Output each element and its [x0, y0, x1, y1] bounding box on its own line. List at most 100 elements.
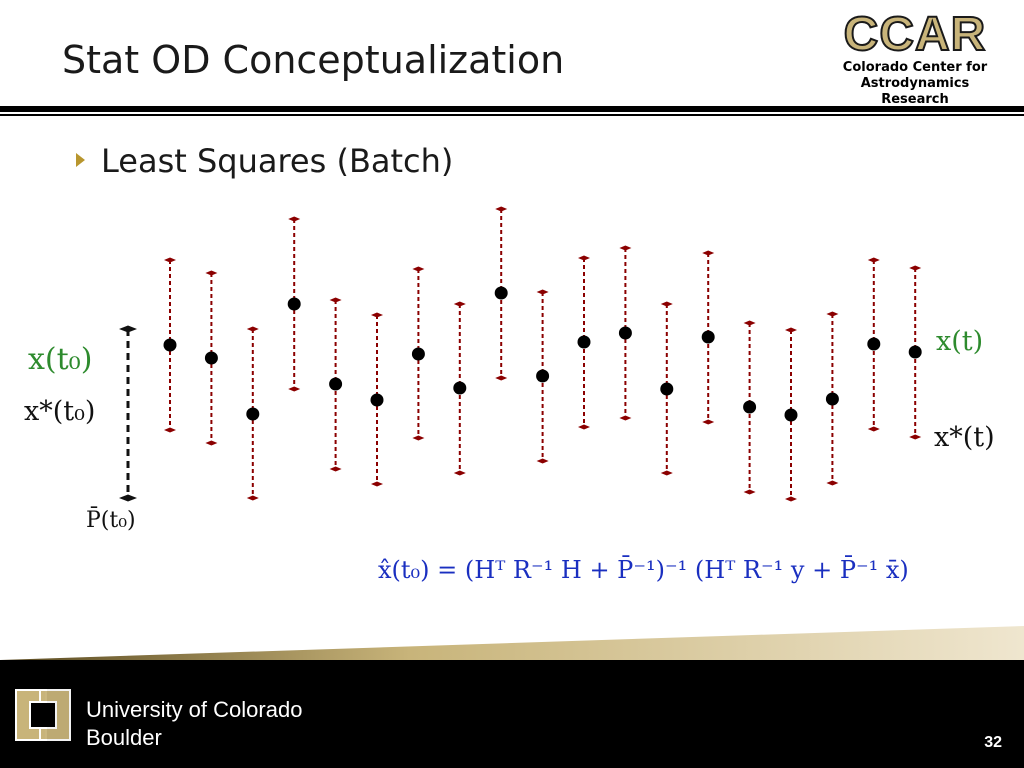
data-point: [246, 407, 260, 421]
error-bar-cap-bottom: [371, 481, 383, 487]
data-point: [825, 392, 839, 406]
data-point: [577, 335, 591, 349]
footer-institution: University of Colorado Boulder: [86, 696, 302, 752]
error-bar-cap-bottom: [702, 419, 715, 425]
error-bar-cap-bottom: [164, 427, 176, 433]
data-point: [618, 326, 632, 340]
footer-line1: University of Colorado: [86, 697, 303, 722]
error-bar-cap-bottom: [412, 435, 425, 441]
bullet-arrow-icon: [76, 153, 85, 167]
data-point: [784, 408, 798, 422]
error-bar-15: [743, 320, 757, 495]
label-x-t: x(t): [936, 326, 984, 357]
error-bar-cap-top: [867, 257, 880, 263]
error-bar-19: [908, 265, 922, 440]
ccar-logo: CCAR Colorado Center for Astrodynamics R…: [826, 8, 1004, 108]
bullet-text: Least Squares (Batch): [101, 142, 454, 180]
error-bar-cap-top: [164, 257, 176, 263]
error-bar-cap-top: [660, 301, 673, 307]
error-bar-cap-top: [371, 312, 383, 318]
data-point: [867, 337, 881, 351]
page-number: 32: [984, 734, 1002, 751]
error-bar-12: [618, 245, 632, 421]
data-point: [743, 400, 757, 414]
data-point: [536, 369, 550, 383]
error-bar-cap-bottom: [246, 495, 259, 501]
error-bar-8: [453, 301, 467, 476]
error-bar-cap-bottom: [578, 424, 590, 430]
data-point: [329, 377, 343, 391]
header-divider-thin: [0, 114, 1024, 116]
initial-bar-cap-bottom: [119, 494, 137, 502]
error-bar-16: [784, 327, 798, 502]
footer-bar: [0, 660, 1024, 768]
error-bar-5: [329, 297, 343, 472]
error-bar-cap-bottom: [660, 470, 673, 476]
header-divider: [0, 106, 1024, 112]
data-point: [163, 338, 177, 352]
error-bar-7: [411, 266, 425, 441]
slide-title: Stat OD Conceptualization: [62, 38, 565, 82]
error-bar-cap-top: [702, 250, 715, 256]
initial-bar-cap-top: [119, 325, 137, 333]
error-bar-cap-bottom: [329, 466, 342, 472]
error-bar-1: [163, 257, 177, 433]
cu-logo-icon: [15, 689, 71, 741]
ccar-logo-line2: Astrodynamics Research: [860, 76, 970, 107]
error-bar-9: [494, 206, 508, 381]
error-bar-cap-bottom: [619, 415, 632, 421]
label-p-bar-t0: P̄(t₀): [86, 508, 136, 533]
ccar-logo-mark: CCAR: [843, 8, 987, 61]
error-bar-11: [577, 255, 591, 430]
error-bar-cap-top: [578, 255, 590, 261]
label-x-star-t: x*(t): [934, 422, 995, 453]
data-point: [660, 382, 674, 396]
error-bar-cap-top: [246, 326, 259, 332]
error-bar-cap-top: [453, 301, 466, 307]
error-bar-cap-top: [205, 270, 218, 276]
data-point: [287, 297, 301, 311]
error-bar-3: [246, 326, 260, 501]
error-bar-cap-top: [329, 297, 342, 303]
error-bar-18: [867, 257, 881, 432]
data-point: [204, 351, 218, 365]
error-bar-cap-bottom: [495, 375, 508, 381]
bullet-item: Least Squares (Batch): [76, 142, 453, 180]
initial-covariance-bar: [119, 325, 137, 502]
error-bar-cap-bottom: [867, 426, 880, 432]
data-point: [370, 393, 384, 407]
error-bar-cap-top: [412, 266, 425, 272]
error-bars: [163, 206, 922, 502]
error-bar-cap-bottom: [453, 470, 466, 476]
error-bar-cap-top: [909, 265, 922, 271]
error-bar-14: [701, 250, 715, 425]
error-bar-10: [536, 289, 550, 464]
error-bar-6: [370, 312, 384, 487]
error-bar-cap-bottom: [205, 440, 218, 446]
error-bar-cap-bottom: [536, 458, 549, 464]
error-bar-17: [825, 311, 839, 486]
error-bar-cap-top: [536, 289, 549, 295]
error-bar-cap-bottom: [785, 496, 797, 502]
error-bar-cap-bottom: [288, 386, 301, 392]
data-point: [701, 330, 715, 344]
label-x-star-t0: x*(t₀): [24, 396, 96, 427]
error-bar-13: [660, 301, 674, 476]
label-x-t0: x(t₀): [28, 342, 93, 377]
error-bar-cap-bottom: [909, 434, 922, 440]
data-point: [908, 345, 922, 359]
error-bar-cap-bottom: [826, 480, 839, 486]
ccar-logo-line1: Colorado Center for: [842, 60, 988, 75]
batch-equation: x̂(t₀) = (Hᵀ R⁻¹ H + P̄⁻¹)⁻¹ (Hᵀ R⁻¹ y +…: [378, 556, 909, 584]
error-bar-cap-bottom: [743, 489, 756, 495]
data-point: [411, 347, 425, 361]
data-point: [494, 286, 508, 300]
error-bar-cap-top: [826, 311, 839, 317]
data-point: [453, 381, 467, 395]
error-bar-4: [287, 216, 301, 392]
error-bar-cap-top: [288, 216, 301, 222]
error-bar-cap-top: [785, 327, 797, 333]
error-bar-cap-top: [743, 320, 756, 326]
error-bar-cap-top: [495, 206, 508, 212]
